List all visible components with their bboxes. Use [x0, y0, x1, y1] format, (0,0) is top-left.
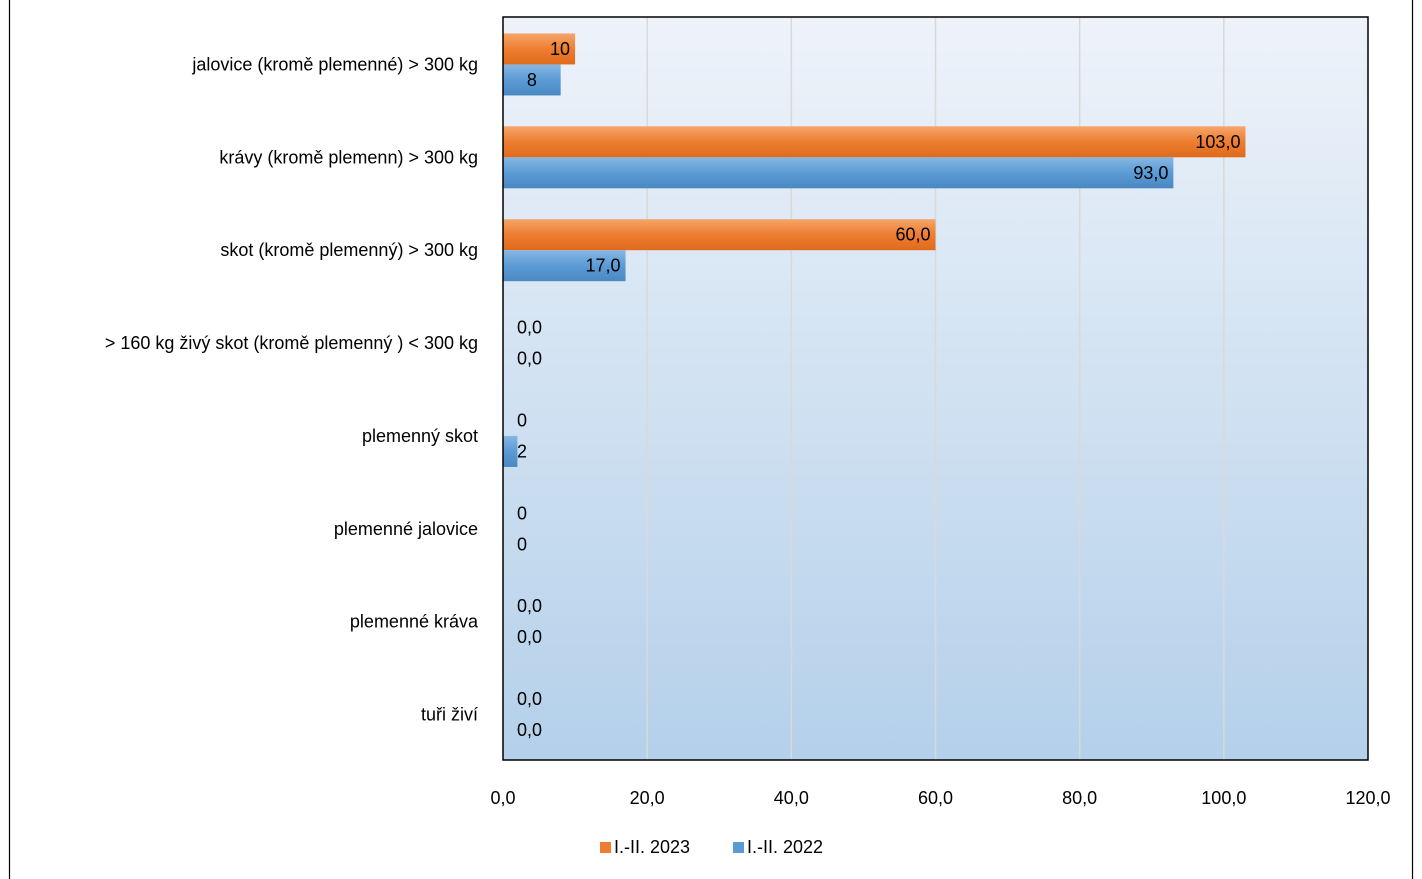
legend: I.-II. 2023 I.-II. 2022	[600, 837, 823, 857]
plot-border	[502, 16, 1369, 761]
category-label: plemenné jalovice	[334, 519, 478, 539]
category-label: skot (kromě plemenný) > 300 kg	[220, 240, 478, 260]
bar	[503, 435, 518, 467]
category-label: > 160 kg živý skot (kromě plemenný ) < 3…	[105, 333, 478, 353]
legend-swatch	[733, 842, 744, 853]
category-label: plemenný skot	[362, 426, 478, 446]
data-label: 0,0	[517, 720, 542, 740]
bar	[503, 219, 936, 251]
data-label: 0	[517, 503, 527, 523]
data-label: 93,0	[1133, 163, 1168, 183]
category-label: krávy (kromě plemenn) > 300 kg	[219, 147, 478, 167]
data-label: 10	[550, 39, 570, 59]
category-label: plemenné kráva	[350, 612, 479, 632]
data-label: 0,0	[517, 596, 542, 616]
data-labels: 10 8 103,0 93,0 60,0 17,0 0,0 0,0 0 2 0 0 0,0 0,0 0,0 0…	[517, 39, 1240, 740]
data-label: 0,0	[517, 318, 542, 338]
data-label: 0,0	[517, 627, 542, 647]
data-label: 2	[517, 441, 527, 461]
bar	[503, 33, 576, 65]
category-label: jalovice (kromě plemenné) > 300 kg	[191, 54, 478, 74]
legend-label: I.-II. 2022	[747, 837, 823, 857]
bar	[503, 157, 1174, 189]
legend-label: I.-II. 2023	[614, 837, 690, 857]
data-label: 0,0	[517, 689, 542, 709]
x-tick-label: 40,0	[774, 788, 809, 808]
chart-frame	[8, 0, 1414, 879]
data-label: 8	[527, 70, 537, 90]
x-tick-label: 20,0	[630, 788, 665, 808]
data-label: 17,0	[585, 256, 620, 276]
x-tick-label: 80,0	[1062, 788, 1097, 808]
x-tick-label: 120,0	[1345, 788, 1390, 808]
bar	[503, 64, 561, 96]
bars	[503, 33, 1246, 467]
data-label: 0,0	[517, 349, 542, 369]
data-label: 0	[517, 410, 527, 430]
x-tick-label: 100,0	[1201, 788, 1246, 808]
category-labels: jalovice (kromě plemenné) > 300 kg krávy …	[105, 54, 479, 724]
data-label: 103,0	[1195, 132, 1240, 152]
data-label: 0	[517, 534, 527, 554]
category-label: tuři živí	[421, 705, 478, 725]
data-label: 60,0	[895, 225, 930, 245]
x-tick-label: 60,0	[918, 788, 953, 808]
legend-swatch	[600, 842, 611, 853]
x-tick-label: 0,0	[490, 788, 515, 808]
bar	[503, 250, 626, 282]
bar	[503, 126, 1246, 158]
x-tick-labels: 0,0 20,0 40,0 60,0 80,0 100,0 120,0	[490, 788, 1390, 808]
